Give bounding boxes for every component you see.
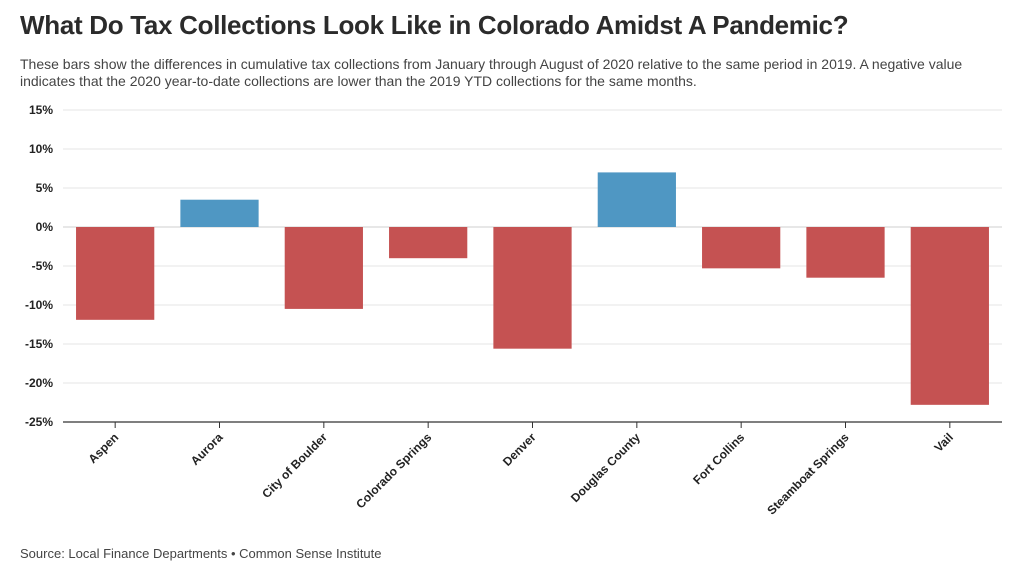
x-tick-label: Douglas County	[568, 430, 643, 505]
x-tick-label: Vail	[931, 430, 956, 455]
bar	[76, 227, 155, 320]
x-tick-label: Denver	[500, 430, 539, 469]
y-tick-label: 0%	[36, 220, 54, 234]
x-tick-label: Aurora	[188, 430, 226, 468]
x-tick-label: Colorado Springs	[353, 430, 434, 511]
bar	[180, 199, 259, 227]
chart-title: What Do Tax Collections Look Like in Col…	[20, 10, 849, 40]
x-tick-label: Fort Collins	[690, 430, 747, 487]
y-tick-label: -15%	[25, 337, 53, 351]
source-note: Source: Local Finance Departments • Comm…	[20, 546, 382, 561]
bar	[597, 172, 676, 227]
bar	[389, 227, 468, 259]
x-tick-label: Steamboat Springs	[764, 430, 851, 517]
y-tick-label: 5%	[36, 181, 54, 195]
y-tick-label: 15%	[29, 103, 53, 117]
bar	[806, 227, 885, 278]
x-tick-label: Aspen	[85, 430, 121, 466]
y-tick-label: -10%	[25, 298, 53, 312]
y-tick-label: -20%	[25, 376, 53, 390]
chart-subtitle: These bars show the differences in cumul…	[20, 56, 963, 89]
bar	[284, 227, 363, 309]
bar	[702, 227, 781, 269]
bars	[76, 172, 989, 405]
bar-chart: 15% 10% 5% 0% -5% -10% -15% -20% -25% Aspen Auror…	[25, 103, 1002, 517]
y-tick-label: -25%	[25, 415, 53, 429]
y-tick-label: 10%	[29, 142, 53, 156]
x-tick-label: City of Boulder	[259, 430, 330, 501]
bar	[910, 227, 989, 405]
x-tick-labels: Aspen Aurora City of Boulder Colorado Sprin…	[85, 422, 956, 517]
bar	[493, 227, 572, 349]
y-axis: 15% 10% 5% 0% -5% -10% -15% -20% -25%	[25, 103, 53, 429]
y-tick-label: -5%	[32, 259, 54, 273]
